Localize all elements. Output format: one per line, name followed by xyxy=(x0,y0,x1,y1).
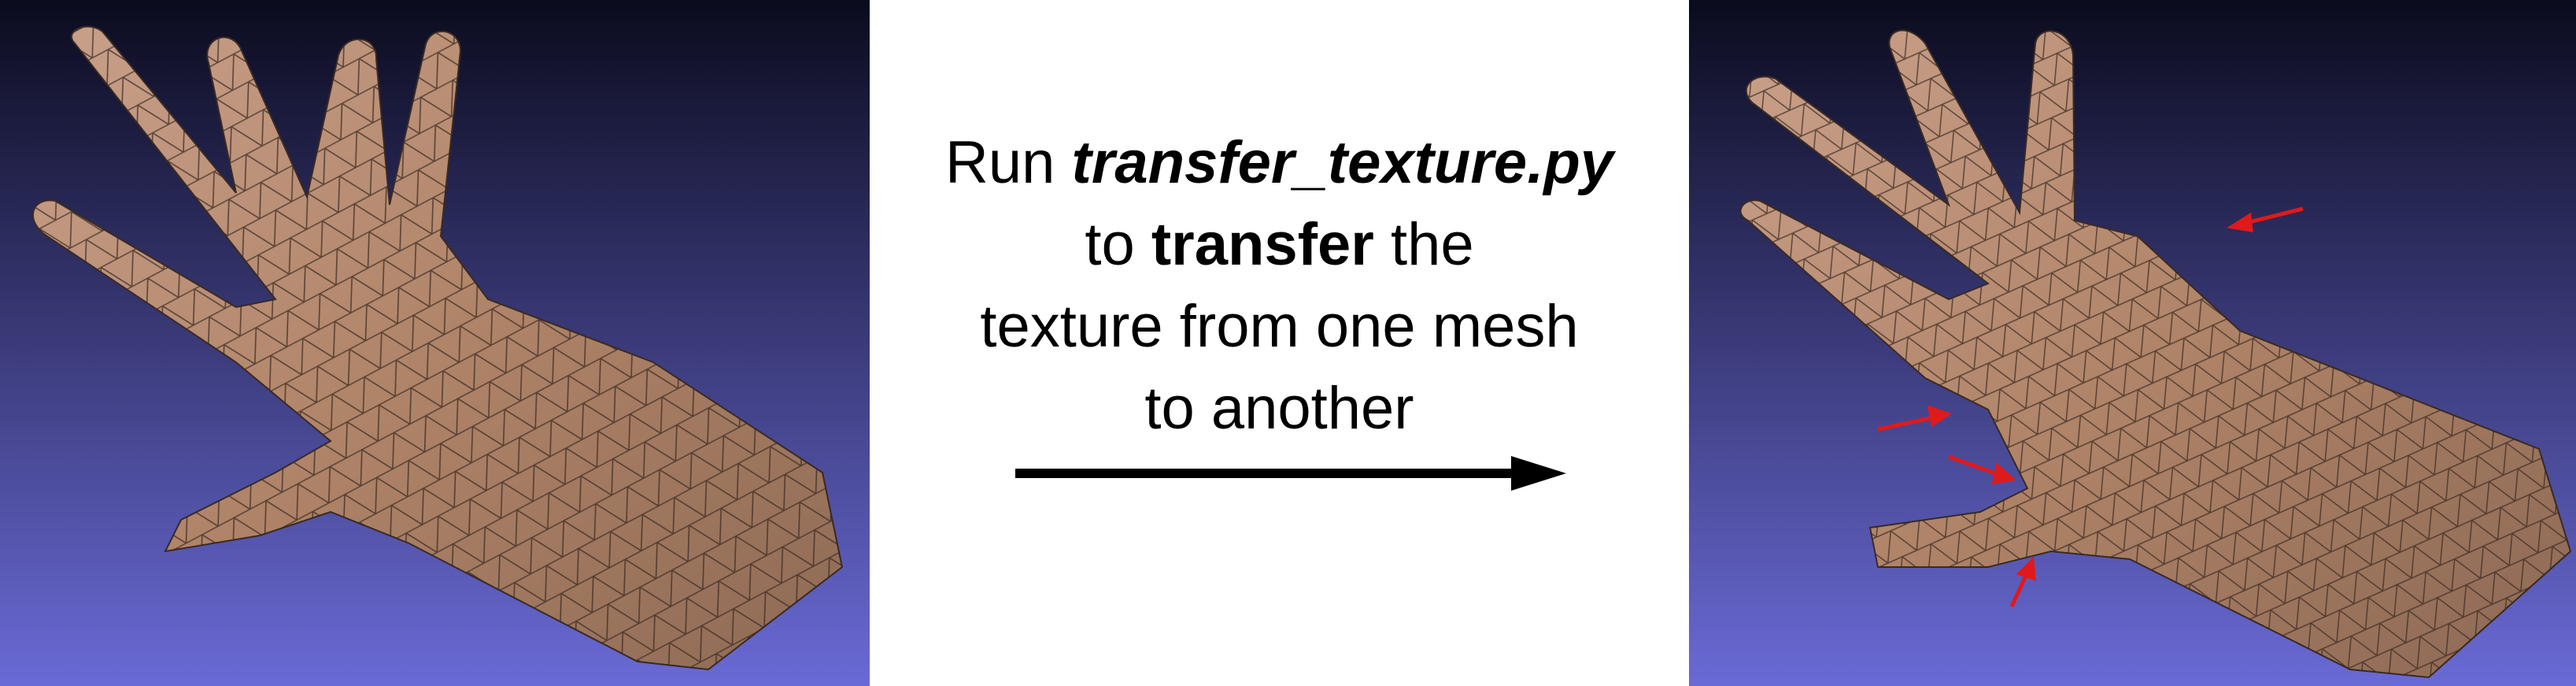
caption-line-2: to transfer the xyxy=(870,204,1689,286)
marker-arrow-palm-edge xyxy=(1877,405,1952,432)
caption-text: Run transfer_texture.py to transfer the … xyxy=(870,122,1689,450)
hand-mesh xyxy=(31,25,844,671)
source-mesh-viewport xyxy=(0,0,870,686)
script-name: transfer_texture.py xyxy=(1071,129,1614,196)
caption-line-4: to another xyxy=(1144,375,1414,442)
caption-line1-prefix: Run xyxy=(944,129,1072,196)
difference-markers xyxy=(1877,206,2304,608)
caption-line-3: texture from one mesh xyxy=(980,293,1579,360)
marker-arrow-thumb-base xyxy=(1948,454,2016,485)
hand-mesh xyxy=(1739,29,2572,679)
marker-arrow-thumb-web xyxy=(2009,556,2036,608)
caption-keyword-transfer: transfer xyxy=(1151,211,1374,278)
source-mesh-render xyxy=(0,0,870,686)
target-mesh-viewport xyxy=(1689,0,2576,686)
target-mesh-render xyxy=(1689,0,2576,686)
right-arrow-icon xyxy=(1015,456,1566,491)
marker-arrow-back-of-hand xyxy=(2227,206,2304,233)
caption-line2-suffix: the xyxy=(1373,211,1474,278)
caption-line-1: Run transfer_texture.py xyxy=(870,122,1689,204)
caption-line2-prefix: to xyxy=(1085,211,1151,278)
